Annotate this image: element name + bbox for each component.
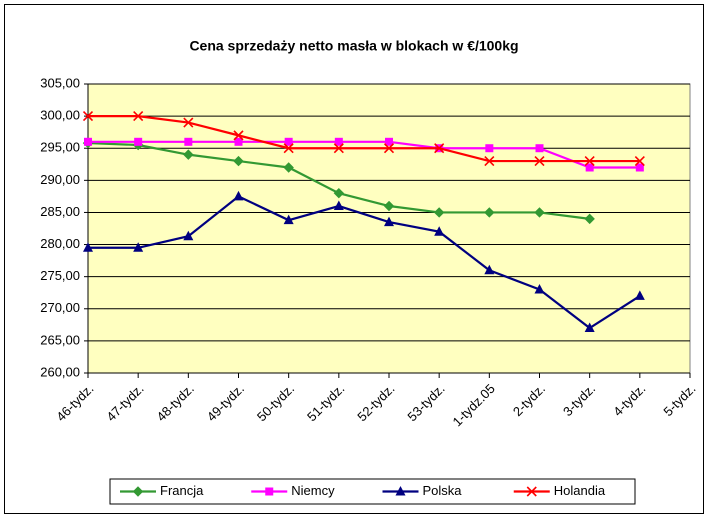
marker — [283, 143, 294, 154]
marker — [383, 143, 395, 154]
legend-label: Niemcy — [291, 483, 335, 498]
marker — [184, 137, 193, 146]
y-tick-label: 265,00 — [40, 332, 80, 347]
y-tick-label: 300,00 — [40, 108, 80, 123]
y-tick-label: 285,00 — [40, 204, 80, 219]
marker — [233, 190, 244, 201]
y-tick-label: 295,00 — [40, 140, 80, 155]
marker — [233, 155, 244, 167]
marker — [433, 207, 445, 218]
marker — [283, 214, 294, 225]
marker — [133, 242, 144, 252]
marker — [584, 322, 595, 333]
marker — [334, 137, 343, 146]
marker — [234, 137, 243, 146]
series-line — [88, 115, 640, 163]
marker — [283, 162, 294, 173]
marker — [284, 137, 293, 146]
marker — [395, 486, 406, 496]
marker — [484, 207, 495, 218]
marker — [333, 187, 345, 199]
marker — [183, 149, 194, 160]
marker — [385, 137, 393, 146]
y-tick-label: 280,00 — [40, 236, 80, 251]
marker — [634, 290, 645, 300]
marker — [133, 111, 144, 122]
marker — [384, 216, 394, 227]
marker — [132, 486, 144, 497]
marker — [434, 143, 445, 154]
marker — [485, 144, 494, 153]
legend-label: Holandia — [554, 483, 606, 498]
marker — [484, 156, 495, 167]
marker — [333, 143, 344, 154]
legend-label: Polska — [423, 483, 463, 498]
y-tick-label: 305,00 — [40, 75, 80, 90]
marker — [183, 117, 194, 128]
legend-label: Francja — [160, 483, 204, 498]
marker — [383, 200, 395, 212]
y-tick-label: 270,00 — [40, 300, 80, 315]
chart-title: Cena sprzedaży netto masła w blokach w €… — [189, 38, 518, 54]
marker — [134, 137, 143, 146]
marker — [534, 156, 545, 167]
marker — [265, 487, 274, 496]
y-tick-label: 290,00 — [40, 172, 80, 187]
series-line — [88, 195, 641, 330]
marker — [584, 213, 595, 225]
marker — [535, 144, 544, 153]
marker — [434, 226, 445, 236]
y-tick-label: 260,00 — [40, 364, 80, 379]
marker — [534, 207, 545, 218]
marker — [534, 284, 545, 294]
marker — [84, 137, 92, 146]
marker — [584, 156, 595, 167]
marker — [233, 130, 244, 141]
y-tick-label: 275,00 — [40, 268, 80, 283]
marker — [333, 200, 344, 211]
marker — [183, 230, 194, 241]
series-line — [88, 140, 640, 169]
marker — [634, 156, 645, 167]
marker — [82, 111, 94, 122]
marker — [526, 486, 537, 497]
plot-area — [87, 83, 691, 374]
marker — [83, 242, 93, 252]
marker — [484, 264, 495, 275]
marker — [585, 163, 594, 172]
marker — [635, 163, 644, 172]
